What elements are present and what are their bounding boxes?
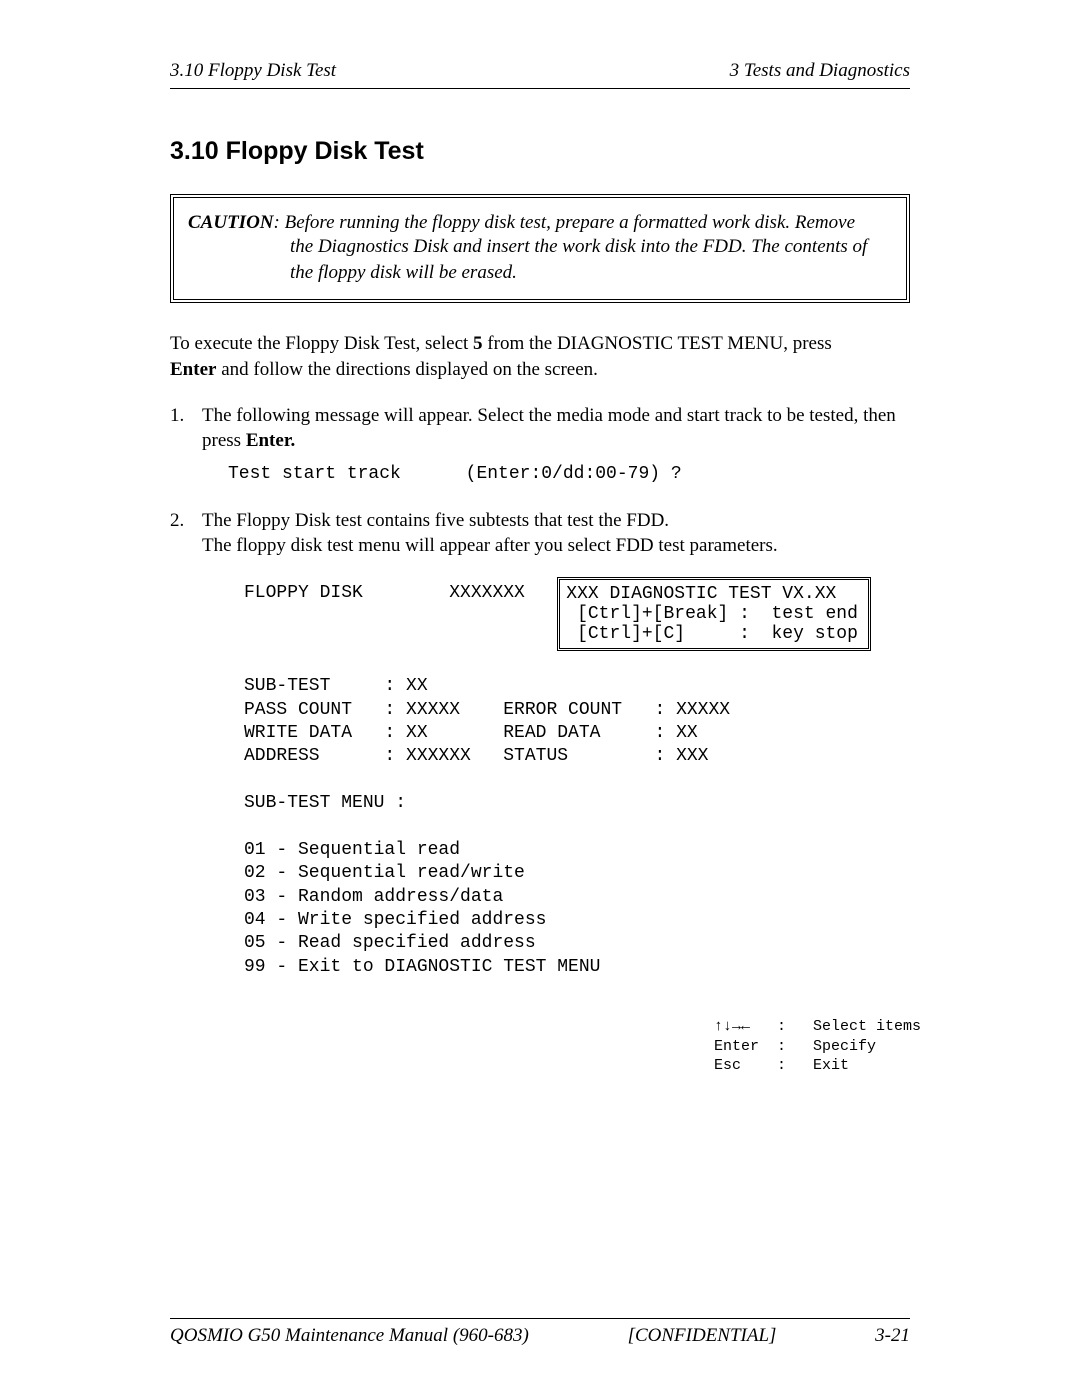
caution-line2: the Diagnostics Disk and insert the work… bbox=[290, 234, 888, 260]
header-right: 3 Tests and Diagnostics bbox=[730, 60, 910, 82]
step-2-num: 2. bbox=[170, 508, 202, 559]
diag-nav-hints: ↑↓→← : Select items Enter : Specify Esc … bbox=[714, 1017, 910, 1076]
step-1-bold: Enter. bbox=[246, 430, 295, 451]
step-1: 1. The following message will appear. Se… bbox=[170, 403, 910, 454]
step-2: 2. The Floppy Disk test contains five su… bbox=[170, 508, 910, 559]
caution-label: CAUTION bbox=[188, 212, 274, 233]
intro-mid: from the DIAGNOSTIC TEST MENU, press bbox=[483, 333, 832, 354]
caution-line1: : Before running the floppy disk test, p… bbox=[274, 212, 856, 233]
diag-body: SUB-TEST : XX PASS COUNT : XXXXX ERROR C… bbox=[244, 675, 910, 979]
diagnostic-screen: FLOPPY DISK XXXXXXX XXX DIAGNOSTIC TEST … bbox=[244, 577, 910, 1076]
diag-top-left: FLOPPY DISK XXXXXXX bbox=[244, 577, 557, 603]
step-1-num: 1. bbox=[170, 403, 202, 454]
caution-line3: the floppy disk will be erased. bbox=[290, 260, 888, 286]
section-title: 3.10 Floppy Disk Test bbox=[170, 137, 910, 166]
intro-paragraph: To execute the Floppy Disk Test, select … bbox=[170, 331, 910, 382]
header-left: 3.10 Floppy Disk Test bbox=[170, 60, 336, 82]
diag-top-right-box: XXX DIAGNOSTIC TEST VX.XX [Ctrl]+[Break]… bbox=[557, 577, 871, 651]
footer-center: [CONFIDENTIAL] bbox=[628, 1325, 777, 1347]
intro-post: and follow the directions displayed on t… bbox=[216, 359, 597, 380]
footer-right: 3-21 bbox=[875, 1325, 910, 1347]
caution-box: CAUTION: Before running the floppy disk … bbox=[170, 194, 910, 303]
intro-pre: To execute the Floppy Disk Test, select bbox=[170, 333, 473, 354]
intro-bold-enter: Enter bbox=[170, 359, 216, 380]
page-header: 3.10 Floppy Disk Test 3 Tests and Diagno… bbox=[170, 60, 910, 89]
step-2-text: The Floppy Disk test contains five subte… bbox=[202, 508, 910, 559]
intro-bold-5: 5 bbox=[473, 333, 483, 354]
step-1-mono: Test start track (Enter:0/dd:00-79) ? bbox=[228, 464, 910, 484]
footer-left: QOSMIO G50 Maintenance Manual (960-683) bbox=[170, 1325, 529, 1347]
step-1-text: The following message will appear. Selec… bbox=[202, 405, 896, 452]
page-footer: QOSMIO G50 Maintenance Manual (960-683) … bbox=[170, 1318, 910, 1347]
